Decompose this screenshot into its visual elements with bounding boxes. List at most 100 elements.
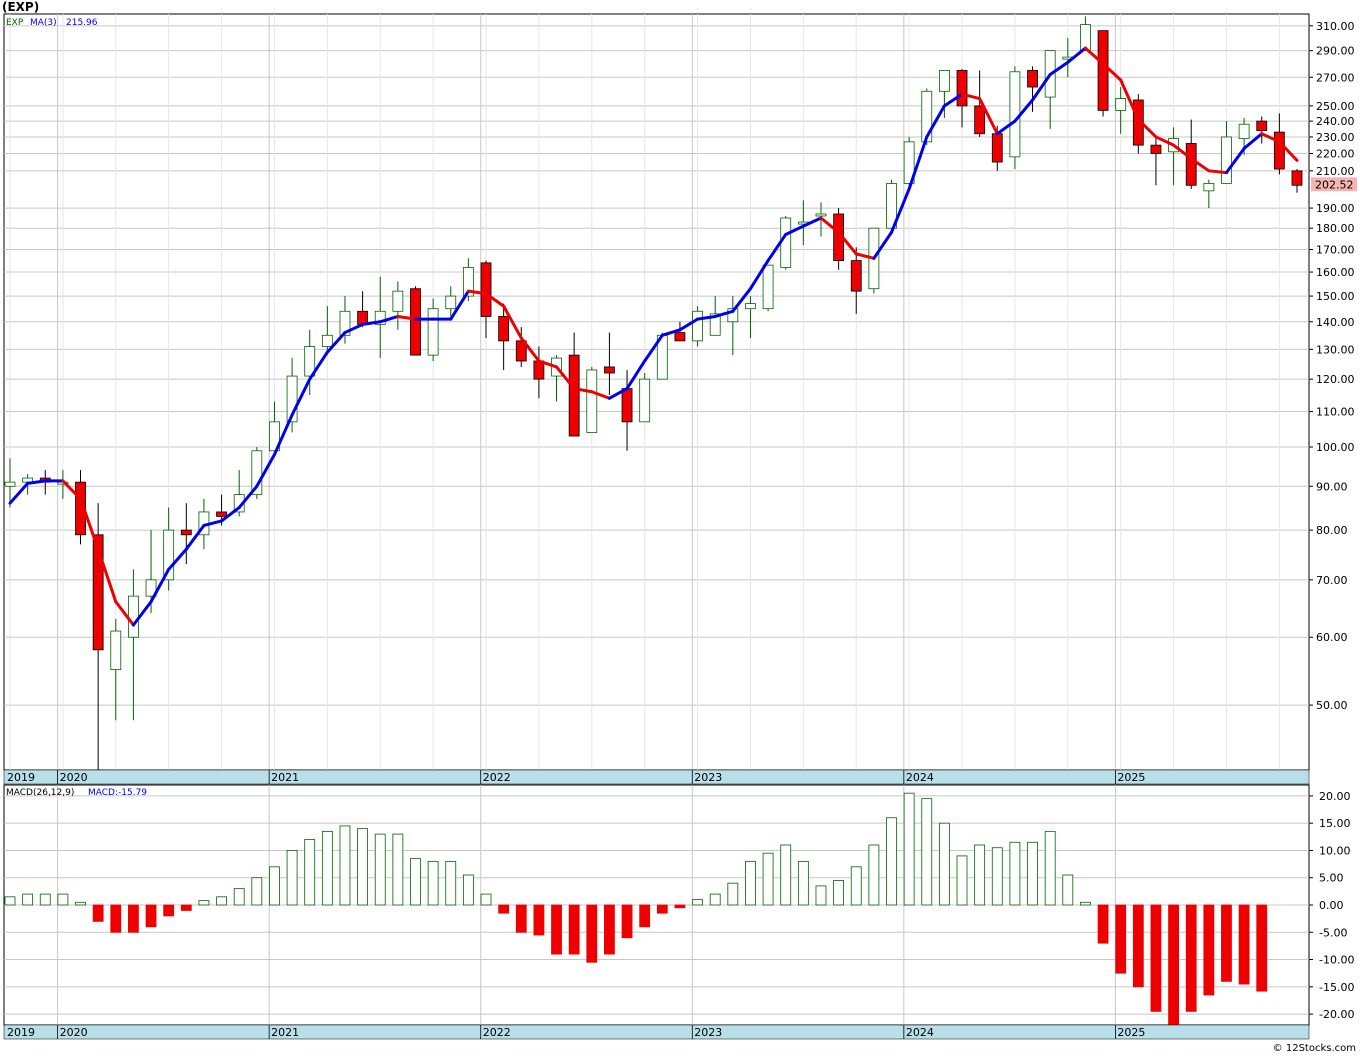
macd-bar — [180, 904, 192, 911]
ma3-segment — [784, 224, 805, 236]
price-gridlines — [4, 14, 1309, 770]
ma3-segment — [1189, 157, 1211, 173]
price-tick-label: 220.00 — [1316, 147, 1355, 160]
price-tick-label: 290.00 — [1316, 45, 1355, 58]
macd-bar — [674, 904, 686, 909]
ma3-segment — [555, 365, 576, 391]
macd-bar — [22, 893, 34, 906]
macd-bar — [445, 860, 457, 906]
macd-bar — [321, 830, 333, 906]
macd-panel: -20.00 -15.00 -10.00 -5.00 0.00 5.00 10.00 15.0… — [3, 784, 1354, 1026]
macd-bar — [1221, 904, 1232, 982]
year-label: 2022 — [483, 771, 511, 784]
macd-bar — [480, 893, 492, 906]
candle-body — [1203, 183, 1215, 192]
ma3-segment — [678, 317, 700, 332]
macd-bar — [392, 833, 404, 906]
macd-bar — [921, 798, 933, 906]
candle — [692, 306, 703, 347]
macd-bar — [304, 839, 316, 906]
ma3-segment — [925, 104, 946, 139]
candle-body — [1009, 71, 1021, 158]
candle-body — [762, 264, 774, 310]
macd-bar — [568, 904, 580, 955]
year-label: 2023 — [694, 771, 722, 784]
macd-bar — [1080, 901, 1091, 906]
candle — [727, 296, 739, 356]
ma3-line — [8, 46, 1299, 627]
candle — [445, 286, 457, 317]
macd-bar — [797, 860, 809, 906]
ma3-segment — [748, 259, 770, 291]
macd-tick-label: -20.00 — [1319, 1008, 1354, 1021]
macd-bar — [586, 904, 598, 963]
ma3-segment — [696, 314, 717, 321]
candle-body — [991, 133, 1003, 163]
macd-bar — [1115, 904, 1127, 974]
candle-body — [815, 213, 827, 217]
ma3-segment — [607, 387, 629, 400]
macd-bar — [1009, 841, 1021, 906]
macd-bar — [216, 896, 227, 906]
ma3-segment — [131, 600, 153, 627]
legend-ma-value: 215.96 — [66, 18, 98, 28]
candle — [568, 332, 580, 437]
price-tick-label: 270.00 — [1316, 71, 1355, 84]
candle — [498, 303, 510, 370]
macd-bar — [427, 860, 439, 906]
ma3-segment — [537, 359, 559, 369]
candle — [1027, 66, 1038, 112]
price-tick-label: 130.00 — [1316, 343, 1355, 356]
year-label: 2019 — [7, 1026, 35, 1039]
price-tick-label: 90.00 — [1316, 480, 1348, 493]
price-tick-label: 150.00 — [1316, 290, 1355, 303]
ma3-segment — [995, 119, 1017, 136]
macd-bar — [1168, 904, 1179, 1026]
candle-body — [886, 183, 897, 229]
macd-bar — [833, 880, 845, 906]
ma3-segment — [79, 497, 100, 551]
candle-body — [1238, 123, 1250, 139]
candle-body — [410, 288, 421, 356]
ma3-segment — [1260, 132, 1281, 144]
candle-body — [921, 90, 933, 143]
ma3-segment — [1154, 135, 1176, 147]
macd-bar — [515, 904, 527, 933]
candle — [339, 296, 351, 344]
macd-bar — [163, 904, 175, 917]
ma3-segment — [255, 453, 276, 488]
candle-body — [304, 346, 316, 377]
candle — [745, 296, 756, 339]
macd-bar — [1203, 904, 1215, 996]
price-date-axis: 2019 2020 2021 2022 2023 2024 2025 — [3, 769, 1310, 785]
ma3-segment — [361, 320, 382, 326]
candle-body — [145, 579, 157, 597]
candle-body — [1115, 98, 1127, 111]
ma3-segment — [1101, 62, 1123, 82]
price-tick-label: 190.00 — [1316, 202, 1355, 215]
candle — [1080, 16, 1091, 52]
macd-bar — [868, 844, 880, 906]
macd-bar — [780, 844, 792, 906]
ma3-segment — [890, 187, 911, 234]
candle-body — [1097, 30, 1109, 111]
macd-bar — [1132, 904, 1144, 988]
ma3-segment — [872, 230, 893, 260]
candle-body — [128, 595, 139, 638]
candle-body — [321, 334, 333, 347]
macd-bar — [1097, 904, 1109, 944]
macd-bar — [57, 893, 69, 906]
year-label: 2024 — [906, 771, 934, 784]
candle-body — [956, 70, 968, 107]
macd-bar — [110, 904, 122, 933]
macd-bar — [709, 893, 721, 906]
macd-tick-label: -10.00 — [1319, 954, 1354, 967]
ma3-segment — [1119, 78, 1140, 122]
price-tick-label: 180.00 — [1316, 222, 1355, 235]
price-tick-label: 250.00 — [1316, 100, 1355, 113]
candle-body — [427, 308, 439, 356]
ma3-segment — [237, 484, 259, 510]
macd-tick-label: 10.00 — [1319, 844, 1351, 857]
price-tick-label: 310.00 — [1316, 20, 1355, 33]
ma3-segment — [61, 479, 83, 501]
